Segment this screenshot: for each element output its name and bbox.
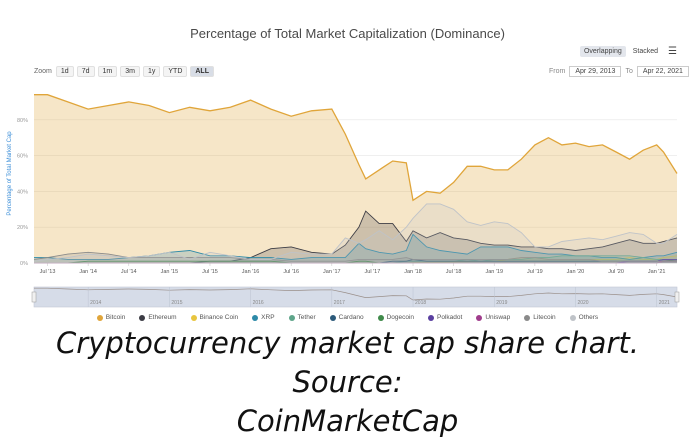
zoom-bar: Zoom 1d 7d 1m 3m 1y YTD ALL <box>34 65 217 77</box>
others-line <box>33 203 678 262</box>
legend-swatch <box>252 314 259 321</box>
zoom-1d-button[interactable]: 1d <box>55 65 74 77</box>
legend-label: Litecoin <box>533 314 556 321</box>
x-tick-label: Jan '17 <box>323 269 341 275</box>
legend-item-bitcoin[interactable]: Bitcoin <box>96 314 126 321</box>
zoom-1m-button[interactable]: 1m <box>97 65 118 77</box>
display-mode-toggle: Overlapping Stacked ☰ <box>577 46 677 57</box>
y-tick-label: 0% <box>20 261 28 267</box>
zoom-ytd-button[interactable]: YTD <box>163 65 188 77</box>
hamburger-menu-icon[interactable]: ☰ <box>668 46 677 57</box>
legend-item-others[interactable]: Others <box>569 314 599 321</box>
legend-item-dogecoin[interactable]: Dogecoin <box>377 314 415 321</box>
to-label: To <box>625 67 633 75</box>
y-axis-label: Percentage of Total Market Cap <box>7 131 13 216</box>
legend-swatch <box>524 314 531 321</box>
chart-legend: Bitcoin Ethereum Binance Coin XRP Tether Card… <box>0 314 695 321</box>
x-tick-label: Jul '18 <box>446 269 462 275</box>
navigator-tick-label: 2019 <box>496 300 507 306</box>
x-tick-label: Jan '18 <box>404 269 422 275</box>
caption-line-1: Cryptocurrency market cap share chart. S… <box>56 326 639 399</box>
bitcoin-line <box>34 94 678 202</box>
chart-title: Percentage of Total Market Capitalizatio… <box>190 26 505 41</box>
legend-label: Cardano <box>338 314 364 321</box>
x-tick-label: Jan '21 <box>648 269 666 275</box>
legend-swatch <box>96 314 103 321</box>
legend-item-polkadot[interactable]: Polkadot <box>428 314 462 321</box>
legend-label: XRP <box>261 314 275 321</box>
legend-label: Polkadot <box>437 314 463 321</box>
legend-swatch <box>476 314 483 321</box>
legend-swatch <box>377 314 384 321</box>
x-tick-label: Jul '19 <box>527 269 543 275</box>
navigator-right-handle[interactable] <box>674 291 680 303</box>
zoom-1y-button[interactable]: 1y <box>142 65 161 77</box>
y-tick-label: 60% <box>17 154 28 160</box>
legend-swatch <box>190 314 197 321</box>
from-label: From <box>549 67 566 75</box>
x-tick-label: Jan '15 <box>161 269 179 275</box>
navigator-tick-label: 2015 <box>171 300 182 306</box>
legend-swatch <box>329 314 336 321</box>
zoom-all-button[interactable]: ALL <box>190 65 214 77</box>
x-tick-label: Jan '14 <box>79 269 97 275</box>
legend-item-binance-coin[interactable]: Binance Coin <box>190 314 239 321</box>
navigator-tick-label: 2014 <box>90 300 101 306</box>
x-tick-label: Jul '15 <box>202 269 218 275</box>
overlapping-mode-button[interactable]: Overlapping <box>579 46 626 57</box>
legend-label: Ethereum <box>148 314 177 321</box>
legend-item-xrp[interactable]: XRP <box>252 314 275 321</box>
x-tick-label: Jan '19 <box>485 269 503 275</box>
navigator-tick-label: 2017 <box>334 300 345 306</box>
litecoin-area <box>34 252 677 263</box>
others-area <box>34 203 677 263</box>
legend-label: Tether <box>297 314 316 321</box>
x-tick-label: Jan '20 <box>567 269 585 275</box>
cardano-area <box>34 259 677 263</box>
caption-line-2: CoinMarketCap <box>236 404 459 438</box>
zoom-label: Zoom <box>34 67 52 75</box>
legend-item-ethereum[interactable]: Ethereum <box>139 314 177 321</box>
legend-swatch <box>569 314 576 321</box>
legend-swatch <box>288 314 295 321</box>
date-range: From Apr 29, 2013 To Apr 22, 2021 <box>549 65 693 77</box>
navigator-left-handle[interactable] <box>31 291 37 303</box>
y-tick-label: 20% <box>17 225 28 231</box>
y-tick-label: 80% <box>17 118 28 124</box>
x-tick-label: Jul '17 <box>365 269 381 275</box>
stacked-mode-button[interactable]: Stacked <box>632 48 659 55</box>
y-tick-label: 40% <box>17 189 28 195</box>
to-date-input[interactable]: Apr 22, 2021 <box>636 65 689 77</box>
x-tick-label: Jul '14 <box>121 269 137 275</box>
figure-caption: Cryptocurrency market cap share chart. S… <box>0 324 695 441</box>
x-tick-label: Jul '13 <box>40 269 56 275</box>
legend-item-litecoin[interactable]: Litecoin <box>524 314 556 321</box>
x-tick-label: Jan '16 <box>242 269 260 275</box>
x-tick-label: Jul '20 <box>608 269 624 275</box>
x-tick-label: Jul '16 <box>283 269 299 275</box>
legend-swatch <box>428 314 435 321</box>
legend-label: Binance Coin <box>199 314 239 321</box>
legend-label: Bitcoin <box>105 314 126 321</box>
xrp-area <box>34 234 677 263</box>
zoom-7d-button[interactable]: 7d <box>76 65 95 77</box>
legend-swatch <box>139 314 146 321</box>
navigator-tick-label: 2020 <box>577 300 588 306</box>
bitcoin-area <box>34 94 677 263</box>
legend-label: Dogecoin <box>386 314 415 321</box>
dominance-chart: 0% 20% 40% 60% 80% Percentage of Total Market… <box>7 94 680 308</box>
from-date-input[interactable]: Apr 29, 2013 <box>569 65 622 77</box>
legend-label: Others <box>578 314 599 321</box>
legend-item-cardano[interactable]: Cardano <box>329 314 364 321</box>
navigator-tick-label: 2018 <box>415 300 426 306</box>
navigator-tick-label: 2016 <box>253 300 264 306</box>
legend-item-uniswap[interactable]: Uniswap <box>476 314 510 321</box>
dogecoin-area <box>34 259 677 263</box>
legend-label: Uniswap <box>485 314 511 321</box>
litecoin-line <box>33 251 677 262</box>
navigator-tick-label: 2021 <box>659 300 670 306</box>
ethereum-area <box>34 211 677 263</box>
legend-item-tether[interactable]: Tether <box>288 314 316 321</box>
zoom-3m-button[interactable]: 3m <box>120 65 140 77</box>
